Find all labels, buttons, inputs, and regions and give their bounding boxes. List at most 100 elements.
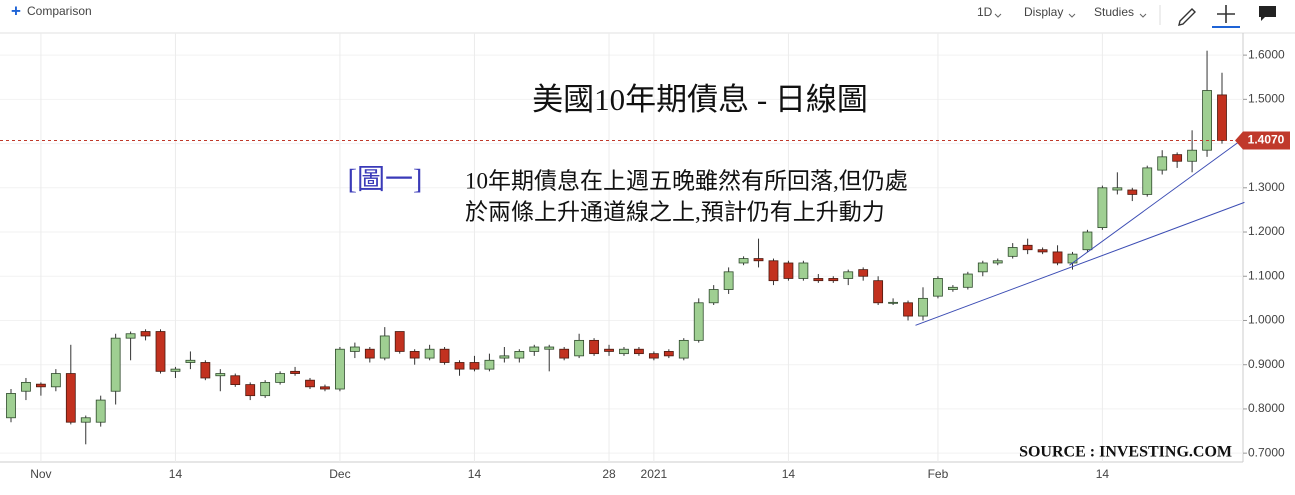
trend-line [1069,139,1242,266]
chevron [1068,13,1076,18]
candle-body [469,362,480,370]
comment-icon[interactable] [1259,6,1276,21]
candle-body [828,278,839,282]
candle-body [290,370,300,374]
candle-body [80,417,91,423]
y-tick-label: 1.2000 [1248,224,1285,238]
candle-body [1037,249,1048,253]
overlays: 1.4070 [0,131,1290,326]
y-tick-label: 0.7000 [1248,445,1285,459]
candle-body [50,373,61,388]
x-tick-label: 14 [782,467,796,481]
candle-body [1157,156,1168,171]
candle-body [529,346,540,352]
candle-body [1052,251,1063,264]
candle-body [768,260,779,282]
grid: 0.7000 0.8000 0.9000 1.0000 1.1000 1.2000 1.30… [0,33,1285,481]
candle-body [200,362,211,379]
chart-title: 美國10年期債息 - 日線圖 [532,82,868,117]
candle-body [708,289,719,304]
candle-body [783,262,794,279]
candle-body [858,269,869,277]
y-tick-label: 1.3000 [1248,180,1285,194]
draw-icon[interactable] [1178,8,1196,26]
candle-body [36,383,46,388]
candle-body [484,359,495,370]
candle-body [409,351,420,359]
last-price-tag [1235,131,1290,150]
candle-body [245,384,256,397]
candle-body [424,348,435,359]
toolbar: + Comparison 1D Display Studies [11,1,1276,28]
candle-body [933,278,943,297]
candle-body [215,373,226,377]
candle-body [305,379,315,388]
comparison-button[interactable]: Comparison [27,4,92,18]
last-price-label: 1.4070 [1248,133,1285,147]
candle-body [454,362,465,370]
candle-body [1172,154,1183,162]
candle-body [230,375,241,386]
y-tick-label: 1.6000 [1248,47,1285,61]
candle-body [738,258,749,264]
source-note: SOURCE : INVESTING.COM [1019,444,1232,461]
candles [6,50,1227,445]
interval-button[interactable]: 1D [977,5,993,19]
candle-body [962,273,973,288]
x-tick-label: 14 [1096,467,1110,481]
plus-icon[interactable]: + [11,1,21,20]
x-tick-label: 28 [602,467,616,481]
candle-body [992,260,1003,264]
studies-button[interactable]: Studies [1094,5,1134,19]
candle-body [1217,94,1227,141]
candle-body [1067,253,1078,264]
candle-body [185,359,196,363]
candle-body [753,258,764,262]
candle-body [947,286,958,290]
candle-body [21,381,31,392]
candle-body [693,302,704,341]
annotation-line: 10年期債息在上週五晚雖然有所回落,但仍處 [465,168,908,193]
candle-body [335,348,345,390]
candle-body [559,348,570,359]
y-tick-label: 1.5000 [1248,92,1285,106]
chevron [1139,13,1147,18]
candle-body [394,331,405,352]
candle-body [379,335,390,359]
candle-body [65,373,76,423]
candle-body [1127,189,1138,195]
crosshair-icon[interactable] [1217,5,1235,23]
candle-body [723,271,734,290]
candle-body [873,280,884,304]
chevron [994,13,1002,18]
candle-body [604,348,614,352]
x-tick-label: Feb [928,467,949,481]
candle-body [544,346,555,350]
candle-body [320,386,330,390]
candle-body [918,297,928,317]
x-tick-label: Nov [30,467,51,481]
candle-body [619,348,629,355]
candle-body [110,337,121,392]
candle-body [349,346,360,352]
y-tick-label: 1.1000 [1248,268,1285,282]
candle-body [1142,167,1153,195]
candle-body [798,262,809,279]
candle-body [140,331,151,337]
candle-body [6,393,16,419]
y-tick-label: 0.8000 [1248,401,1285,415]
y-tick-label: 0.9000 [1248,357,1285,371]
candle-body [843,271,854,279]
y-tick-label: 1.0000 [1248,313,1285,327]
candle-body [125,333,136,339]
candle-body [1112,187,1123,191]
candle-body [514,351,525,359]
candle-body [663,351,674,357]
x-tick-label: 2021 [641,467,668,481]
display-button[interactable]: Display [1024,5,1063,19]
candle-body [275,373,286,383]
figure-label: [圖一] [348,164,423,195]
candle-body [499,355,510,359]
candle-body [678,339,689,359]
